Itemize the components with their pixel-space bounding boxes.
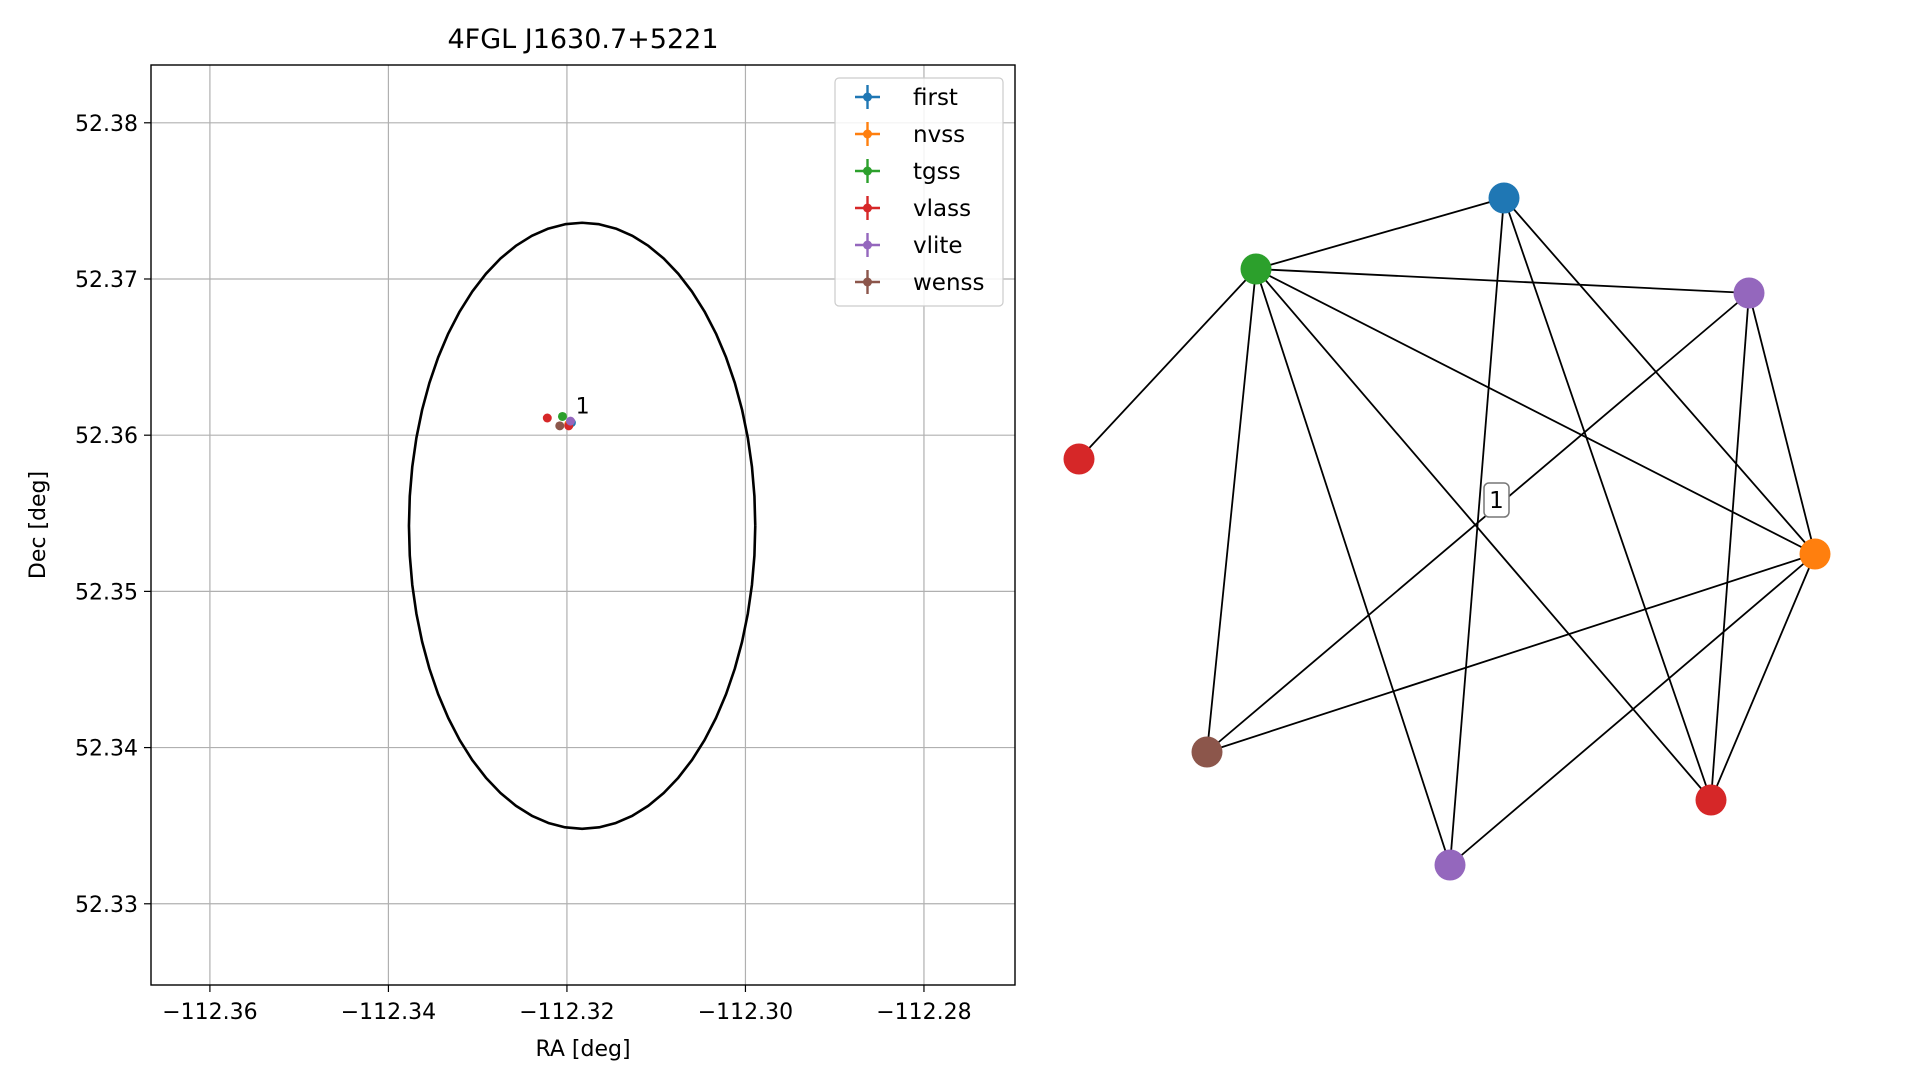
graph-edge bbox=[1206, 268, 1257, 753]
graph-edge bbox=[1255, 268, 1451, 866]
graph-edge bbox=[1255, 268, 1750, 294]
graph-node bbox=[1695, 784, 1727, 816]
data-point-vlass bbox=[542, 413, 552, 423]
graph-edge bbox=[1255, 268, 1816, 555]
graph-nodes bbox=[1063, 182, 1831, 881]
graph-node bbox=[1063, 443, 1095, 475]
graph-label-box bbox=[1483, 482, 1510, 518]
point-annotation: 1 bbox=[576, 395, 590, 420]
legend-dot-first bbox=[863, 92, 872, 102]
graph-node bbox=[1488, 182, 1520, 214]
data-point-wenss bbox=[555, 421, 565, 431]
legend-dot-tgss bbox=[863, 166, 872, 176]
data-point-tgss bbox=[557, 411, 567, 421]
legend-label-vlass: vlass bbox=[913, 196, 971, 222]
graph-node bbox=[1799, 538, 1831, 570]
graph-edge bbox=[1449, 553, 1816, 866]
graph-edge bbox=[1748, 292, 1816, 555]
graph-node bbox=[1240, 253, 1272, 285]
x-axis-ticks: −112.36 −112.34 −112.32 −112.30 −112.28 bbox=[162, 985, 972, 1025]
graph-panel: 1 bbox=[1063, 182, 1831, 881]
graph-edge bbox=[1255, 268, 1712, 801]
legend-label-nvss: nvss bbox=[913, 122, 965, 148]
x-tick-label: −112.36 bbox=[162, 1000, 257, 1025]
legend-dot-nvss bbox=[863, 129, 872, 139]
graph-label-text: 1 bbox=[1489, 488, 1504, 514]
y-tick-label: 52.33 bbox=[75, 893, 138, 918]
error-ellipse bbox=[407, 221, 757, 831]
legend-dot-vlite bbox=[863, 240, 872, 250]
graph-edge bbox=[1710, 553, 1816, 801]
x-tick-label: −112.30 bbox=[698, 1000, 793, 1025]
y-tick-label: 52.38 bbox=[75, 112, 138, 137]
graph-edge bbox=[1078, 268, 1257, 460]
y-tick-label: 52.35 bbox=[75, 580, 138, 605]
error-circle bbox=[407, 221, 757, 831]
graph-node bbox=[1733, 277, 1765, 309]
y-tick-label: 52.36 bbox=[75, 424, 138, 449]
legend-label-first: first bbox=[913, 85, 958, 111]
graph-node bbox=[1191, 736, 1223, 768]
x-axis-label: RA [deg] bbox=[535, 1037, 630, 1062]
graph-edge bbox=[1503, 197, 1816, 555]
legend: first nvss tgss vlass vlite wenss bbox=[834, 77, 1004, 307]
graph-edge bbox=[1206, 292, 1750, 753]
y-tick-label: 52.37 bbox=[75, 268, 138, 293]
x-tick-label: −112.28 bbox=[876, 1000, 971, 1025]
graph-edge bbox=[1206, 553, 1816, 753]
graph-edge bbox=[1255, 197, 1505, 270]
data-points: 1 bbox=[542, 395, 590, 431]
graph-node bbox=[1434, 849, 1466, 881]
x-tick-label: −112.34 bbox=[341, 1000, 436, 1025]
legend-dot-wenss bbox=[863, 277, 872, 287]
legend-dot-vlass bbox=[863, 203, 872, 213]
data-point-vlite bbox=[566, 416, 576, 426]
chart-title: 4FGL J1630.7+5221 bbox=[447, 24, 718, 55]
graph-label: 1 bbox=[1483, 482, 1510, 518]
plot-frame bbox=[150, 64, 1016, 986]
graph-edge bbox=[1449, 197, 1505, 866]
y-tick-label: 52.34 bbox=[75, 737, 138, 762]
graph-edge bbox=[1710, 292, 1750, 801]
graph-edge bbox=[1503, 197, 1712, 801]
y-axis-ticks: 52.33 52.34 52.35 52.36 52.37 52.38 bbox=[75, 112, 151, 918]
legend-label-wenss: wenss bbox=[913, 270, 985, 296]
graph-edges bbox=[1078, 197, 1816, 866]
y-axis-label: Dec [deg] bbox=[26, 471, 51, 579]
legend-label-tgss: tgss bbox=[913, 159, 961, 185]
x-tick-label: −112.32 bbox=[519, 1000, 614, 1025]
scatter-panel: 4FGL J1630.7+5221 1 −112.36 −112.34 −112.3… bbox=[26, 24, 1016, 1062]
legend-label-vlite: vlite bbox=[913, 233, 963, 259]
